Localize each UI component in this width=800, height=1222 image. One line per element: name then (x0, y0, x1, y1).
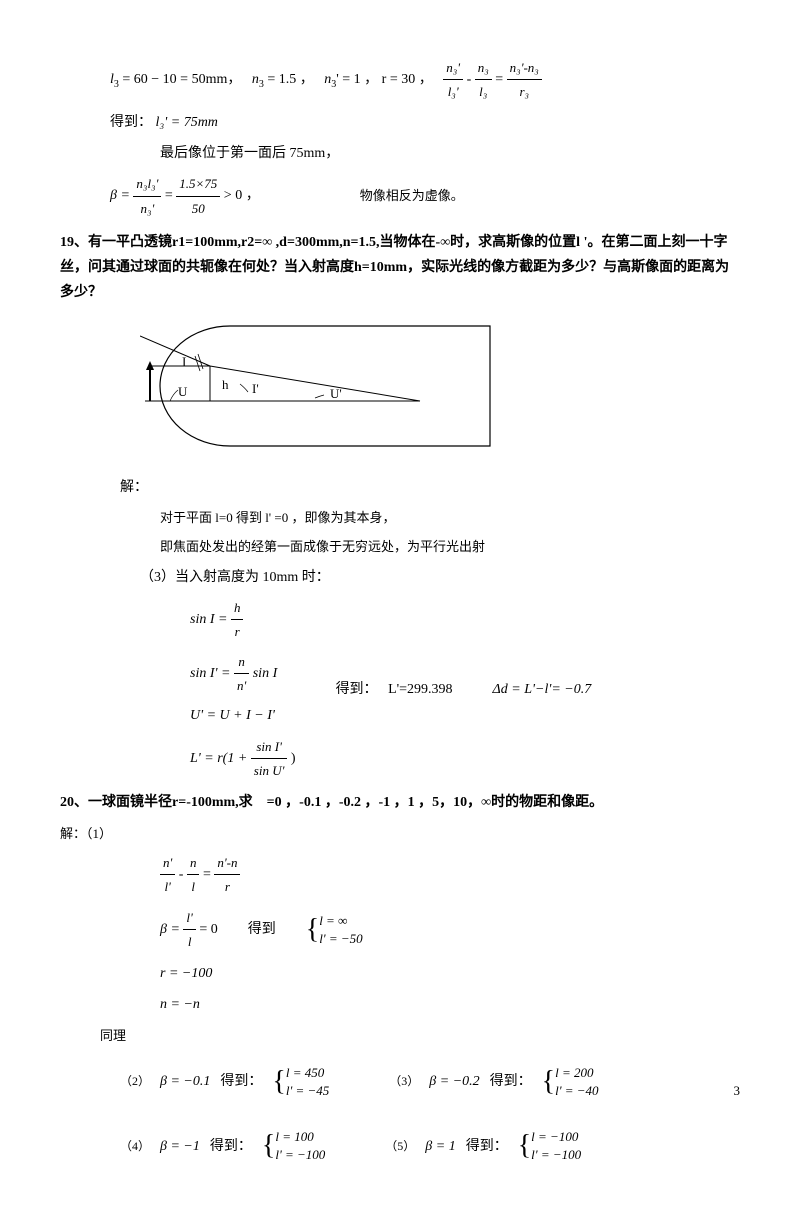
eq-Lp: L' = r(1 + sin I'sin U' ) (190, 735, 296, 783)
beta-frac1: n₃l₃'n₃' (133, 172, 161, 220)
result-2: 得到： L'=299.398 (336, 677, 453, 702)
eq20-n: n = −n (160, 992, 740, 1017)
label-result1: 得到： (110, 115, 152, 130)
sol20-label: 解：（1） (60, 822, 740, 845)
beta-eq: = (165, 188, 176, 203)
eq-sinIp: sin I' = nn' sin I (190, 650, 296, 698)
beta-frac2: 1.5×7550 (176, 172, 220, 220)
beta-note: 物像相反为虚像。 (360, 184, 464, 207)
final-position: 最后像位于第一面后 75mm， (160, 141, 740, 166)
diag-label-U: U (178, 384, 188, 399)
result-1: 得到： l₃' = 75mm (110, 110, 740, 135)
val-n3p: ' = 1 ， r = 30 ， (336, 72, 432, 87)
sol-line-2: 即焦面处发出的经第一面成像于无穷远处，为平行光出射 (160, 535, 740, 558)
val-l3: = 60 − 10 = 50mm， (119, 72, 241, 87)
solution-label: 解： (120, 475, 740, 500)
eq20-r: r = −100 (160, 961, 740, 986)
var-n3: n (252, 72, 259, 87)
same-label: 同理 (100, 1024, 740, 1047)
sol-line-3: （3）当入射高度为 10mm 时： (140, 565, 740, 590)
sol-line-1: 对于平面 l=0 得到 l' =0 ，即像为其本身， (160, 506, 740, 529)
eq20-refraction: n'l' - nl = n'-nr (160, 851, 740, 899)
cases-2-3: （2） β = −0.1 得到： {l = 450l' = −45 （3） β … (120, 1057, 740, 1107)
diag-label-Ip: I' (252, 381, 259, 396)
page-number: 3 (734, 1079, 741, 1102)
frac-2: n₃l₃ (475, 56, 492, 104)
label-get: 得到 (248, 917, 276, 942)
question-20: 20、一球面镜半径r=-100mm,求 =0 ，-0.1 ，-0.2 ，-1 ，… (60, 790, 740, 815)
eq-Up: U' = U + I − I' (190, 703, 296, 728)
diag-label-Up: U' (330, 386, 342, 401)
eq20-beta: β = l'l = 0 得到 { l = ∞l' = −50 (160, 905, 740, 955)
beta-equation: β = n₃l₃'n₃' = 1.5×7550 > 0 ， 物像相反为虚像。 (110, 172, 740, 220)
eq-sinI: sin I = hr (190, 596, 296, 644)
delta-d: Δd = L'−l'= −0.7 (493, 677, 592, 702)
cases-4-5: （4） β = −1 得到： {l = 100l' = −100 （5） β =… (120, 1121, 740, 1171)
beta-tail: > 0 ， (224, 188, 260, 203)
frac-1: n₃'l₃' (443, 56, 463, 104)
beta-lhs: β = (110, 188, 133, 203)
val-n3: = 1.5 ， (264, 72, 314, 87)
frac-3: n₃'-n₃r₃ (507, 56, 542, 104)
question-19: 19、有一平凸透镜r1=100mm,r2=∞ ,d=300mm,n=1.5,当物… (60, 230, 740, 306)
optical-diagram: I U h I' U' (140, 316, 740, 465)
eq-top: l3 = 60 − 10 = 50mm， n3 = 1.5 ， n3' = 1 … (110, 56, 740, 104)
diag-label-I: I (182, 354, 186, 369)
diag-label-h: h (222, 377, 229, 392)
val-result1: l₃' = 75mm (156, 115, 218, 130)
